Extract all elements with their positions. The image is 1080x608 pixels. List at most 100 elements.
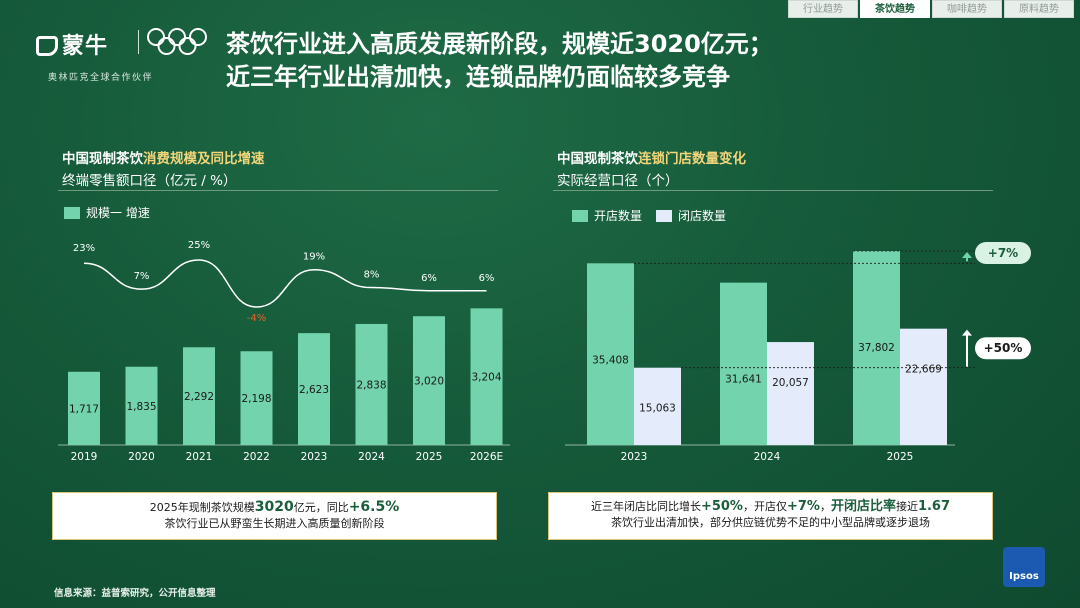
left-summary-line-1: 2025年现制茶饮规模3020亿元，同比+6.5%	[53, 499, 496, 516]
left-header-rule	[58, 190, 498, 191]
bar-close-2024	[767, 342, 814, 445]
growth-label-2026E: 6%	[479, 273, 495, 284]
x-tick-2025: 2025	[416, 451, 443, 463]
right-header-rule	[553, 190, 993, 191]
bar-label-2020: 1,835	[126, 401, 156, 413]
bar-open-label-2023: 35,408	[592, 354, 629, 366]
right-summary-g: 接近	[895, 500, 918, 513]
left-legend: 规模一 增速	[64, 204, 150, 221]
x-tick-2020: 2020	[128, 451, 155, 463]
right-summary-c: ，开店仅	[742, 500, 787, 513]
tab-industry-trends[interactable]: 行业趋势	[788, 0, 858, 18]
bar-close-2023	[634, 367, 681, 445]
section-tabs: 行业趋势 茶饮趋势 咖啡趋势 原料趋势	[788, 0, 1074, 18]
growth-label-2024: 8%	[364, 270, 380, 281]
x-tick-2023: 2023	[301, 451, 328, 463]
x-tick-2019: 2019	[71, 451, 98, 463]
olympic-partner-text: 奥林匹克全球合作伙伴	[48, 73, 154, 83]
bar-scale-2021	[183, 347, 215, 445]
left-title-highlight: 消费规模及同比增速	[143, 151, 265, 167]
bar-label-2023: 2,623	[299, 384, 329, 396]
x-tick-2025: 2025	[887, 451, 914, 463]
left-title-prefix: 中国现制茶饮	[62, 151, 143, 167]
tab-coffee-trends[interactable]: 咖啡趋势	[932, 0, 1002, 18]
right-legend: 开店数量 闭店数量	[572, 207, 726, 224]
bar-open-label-2024: 31,641	[725, 374, 762, 386]
consumption-scale-chart: 1,717 2019 1,835 2020 2,292 2021 2,198 2022 2,62…	[58, 240, 510, 463]
left-panel-title: 中国现制茶饮消费规模及同比增速	[62, 147, 265, 167]
annotation-open-text: +7%	[988, 246, 1018, 260]
bar-scale-2026E	[470, 308, 503, 445]
bar-label-2025: 3,020	[414, 376, 444, 388]
brand-name: 蒙牛	[36, 28, 108, 60]
left-summary-box: 2025年现制茶饮规模3020亿元，同比+6.5% 茶饮行业已从野蛮生长期进入高…	[52, 492, 497, 540]
bar-scale-2022	[240, 351, 273, 445]
right-summary-line-2: 茶饮行业出清加快，部分供应链优势不足的中小型品牌或逐步退场	[611, 516, 930, 529]
right-summary-e: ，	[819, 500, 831, 513]
tab-ingredient-trends[interactable]: 原料趋势	[1004, 0, 1074, 18]
annotation-close-pill	[975, 337, 1031, 360]
title-line-1: 茶饮行业进入高质发展新阶段，规模近3020亿元；	[226, 30, 773, 58]
right-panel-title: 中国现制茶饮连锁门店数量变化	[557, 147, 746, 167]
bar-close-2025	[900, 328, 947, 445]
bar-label-2024: 2,838	[356, 379, 386, 391]
x-tick-2024: 2024	[754, 451, 781, 463]
legend-label-open: 开店数量	[594, 209, 643, 223]
x-tick-2021: 2021	[186, 451, 213, 463]
left-summary-line-2: 茶饮行业已从野蛮生长期进入高质量创新阶段	[164, 517, 385, 530]
bar-label-2021: 2,292	[184, 391, 214, 403]
x-tick-2026E: 2026E	[470, 451, 503, 463]
page-title: 茶饮行业进入高质发展新阶段，规模近3020亿元； 近三年行业出清加快，连锁品牌仍…	[226, 28, 773, 94]
growth-label-2025: 6%	[421, 273, 437, 284]
right-panel-header: 中国现制茶饮连锁门店数量变化 实际经营口径（个）	[557, 147, 746, 189]
left-summary-value: 3020	[254, 499, 294, 515]
left-summary-prefix: 2025年现制茶饮规模	[149, 501, 255, 514]
olympic-rings-icon	[147, 28, 207, 55]
bar-label-2022: 2,198	[241, 393, 271, 405]
bar-scale-2020	[125, 366, 158, 445]
bar-scale-2025	[413, 316, 445, 445]
right-panel-subtitle: 实际经营口径（个）	[557, 173, 679, 189]
x-tick-2023: 2023	[621, 451, 648, 463]
left-summary-rate: +6.5%	[348, 499, 400, 515]
right-summary-ratio-value: 1.67	[917, 499, 951, 514]
growth-label-2019: 23%	[73, 243, 95, 254]
arrow-up-icon	[962, 252, 972, 259]
left-panel-header: 中国现制茶饮消费规模及同比增速 终端零售额口径（亿元 / %）	[62, 147, 265, 189]
legend-swatch-scale	[64, 206, 80, 219]
right-title-highlight: 连锁门店数量变化	[638, 151, 746, 167]
logo-divider	[138, 30, 139, 54]
growth-label-2021: 25%	[188, 240, 210, 251]
left-summary-mid: 亿元，同比	[293, 501, 349, 514]
ipsos-logo: Ipsos	[1003, 547, 1045, 587]
legend-swatch-close	[656, 209, 673, 222]
legend-swatch-open	[572, 209, 588, 222]
bar-open-2024	[720, 282, 767, 445]
left-panel-subtitle: 终端零售额口径（亿元 / %）	[62, 173, 237, 189]
x-tick-2024: 2024	[358, 451, 385, 463]
brand-text: 蒙牛	[62, 34, 109, 59]
growth-label-2023: 19%	[303, 252, 325, 263]
legend-label-scale-growth: 规模一 增速	[86, 206, 150, 220]
x-tick-2022: 2022	[243, 451, 270, 463]
tab-tea-trends[interactable]: 茶饮趋势	[860, 0, 930, 18]
store-count-chart: 35,408 15,063 2023 31,641 20,057 2024 37,802 22…	[565, 242, 1031, 463]
bar-label-2026E: 3,204	[471, 372, 501, 384]
growth-label-2022: -4%	[247, 313, 266, 324]
source-note: 信息来源：益普索研究，公开信息整理	[54, 588, 216, 599]
bar-label-2019: 1,717	[69, 403, 99, 415]
annotation-open-pill	[975, 242, 1031, 265]
growth-rate-line	[83, 259, 487, 308]
arrow-up-icon	[962, 329, 972, 336]
bar-scale-2024	[355, 323, 388, 445]
bar-open-2025	[853, 251, 900, 445]
right-summary-a: 近三年闭店比同比增长	[590, 500, 701, 513]
bar-close-label-2023: 15,063	[639, 403, 676, 415]
annotation-close-text: +50%	[984, 341, 1023, 355]
bar-open-2023	[587, 263, 634, 445]
right-summary-line-1: 近三年闭店比同比增长+50%，开店仅+7%，开闭店比率接近1.67	[549, 499, 992, 515]
bar-close-label-2024: 20,057	[772, 377, 809, 389]
bar-close-label-2025: 22,669	[905, 364, 942, 376]
bar-scale-2023	[298, 333, 330, 445]
bar-open-label-2025: 37,802	[858, 342, 895, 354]
